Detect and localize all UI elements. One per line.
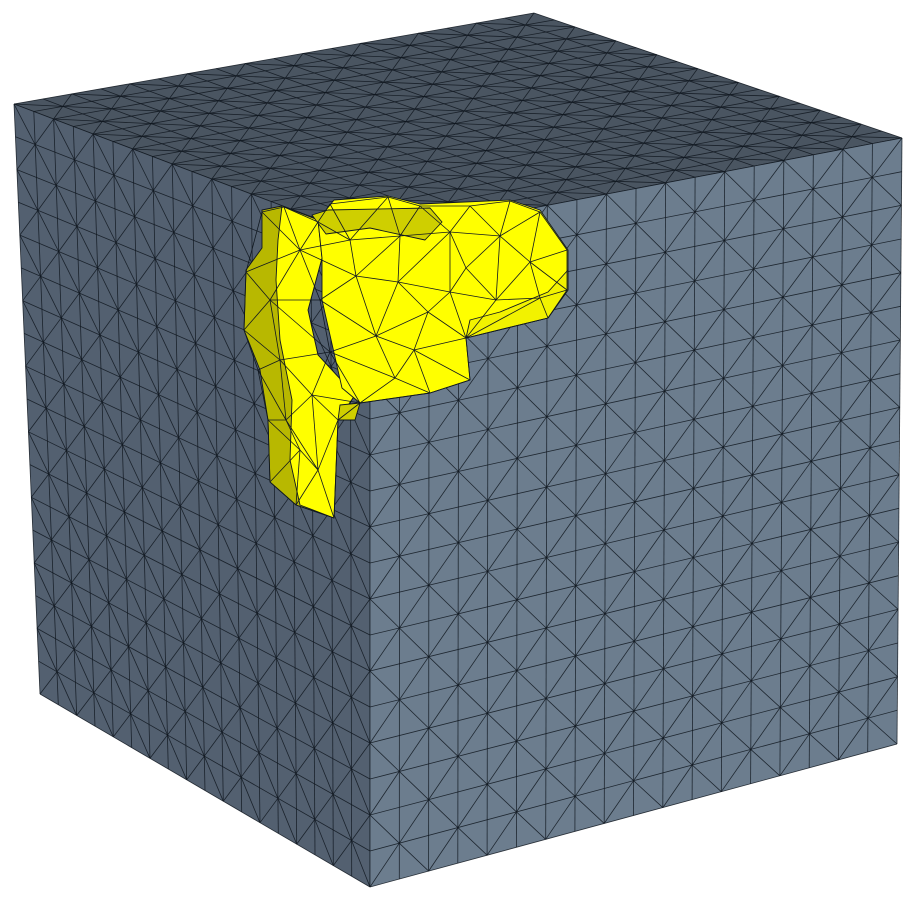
region-ledge-shade	[311, 207, 443, 241]
top-face	[13, 12, 903, 240]
region-mesh	[243, 196, 568, 519]
cutout-region	[243, 195, 569, 519]
left-face-mesh	[13, 103, 371, 888]
